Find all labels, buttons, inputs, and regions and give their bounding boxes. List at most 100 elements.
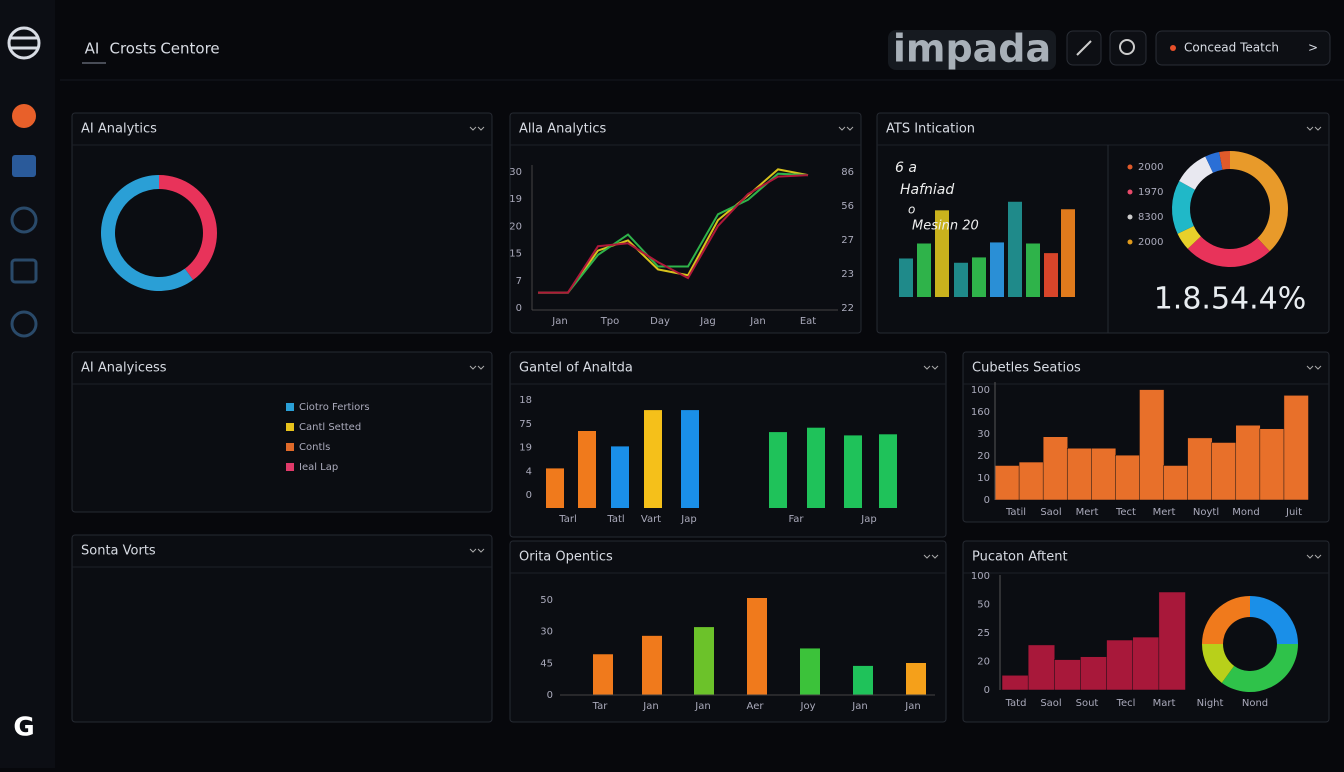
bar	[844, 435, 862, 508]
annotation: 6 a	[895, 160, 917, 176]
search-button[interactable]	[1109, 30, 1147, 66]
y-tick-label: 4	[526, 466, 532, 477]
annotation: o	[908, 203, 915, 217]
bar	[1044, 253, 1058, 297]
donut-segment	[1202, 644, 1235, 683]
bar	[644, 410, 662, 508]
bar	[800, 648, 820, 695]
area-step	[1001, 675, 1029, 691]
nav-tab[interactable]: Centore	[160, 40, 219, 58]
x-tick-label: Mert	[1076, 507, 1099, 518]
legend-swatch	[286, 463, 294, 471]
y-tick-label: 10	[977, 473, 990, 484]
area-step	[1042, 436, 1068, 501]
panel-menu[interactable]	[469, 126, 485, 131]
area-step	[1091, 448, 1117, 501]
nav-icon[interactable]	[10, 206, 38, 234]
x-tick-label: Saol	[1040, 507, 1061, 518]
area-step	[1283, 395, 1309, 501]
search-box[interactable]	[1155, 30, 1331, 66]
panel	[509, 112, 862, 334]
area-step	[1080, 656, 1108, 691]
x-tick-label: Jan	[642, 701, 658, 712]
bar	[1061, 209, 1075, 297]
y-tick-label: 30	[540, 627, 553, 638]
x-tick-label: Night	[1197, 698, 1224, 709]
area-step	[1027, 644, 1056, 691]
donut-segment	[1250, 596, 1298, 644]
area-step	[1115, 454, 1141, 501]
brand: impada	[893, 27, 1051, 71]
panel-menu[interactable]	[469, 548, 485, 553]
y-tick-label: 50	[977, 600, 990, 611]
nav-icon[interactable]	[12, 104, 36, 128]
nav-tab[interactable]: Crosts	[110, 40, 157, 58]
y-tick-label: 56	[841, 201, 854, 212]
nav-icon[interactable]	[12, 155, 36, 177]
panel-menu[interactable]	[838, 126, 854, 131]
search-dot	[1170, 45, 1176, 51]
area-step	[1211, 442, 1237, 501]
panel-title: Orita Opentics	[519, 550, 613, 565]
panel-title: AI Analytics	[81, 122, 157, 137]
bar	[546, 468, 564, 508]
y-tick-label: 20	[977, 657, 990, 668]
y-tick-label: 50	[540, 595, 553, 606]
x-tick-label: Tect	[1115, 507, 1136, 518]
nav-icon[interactable]	[10, 310, 38, 338]
panel-menu[interactable]	[1306, 126, 1322, 131]
donut-segment	[1187, 236, 1270, 267]
donut-segment	[1230, 151, 1288, 252]
legend-label: Ciotro Fertiors	[299, 402, 370, 413]
brand-box	[888, 30, 1056, 70]
edit-icon	[1076, 40, 1092, 56]
x-tick-label: Tarl	[558, 514, 576, 525]
legend-dot	[1127, 164, 1133, 170]
x-tick-label: Jan	[551, 316, 567, 327]
nav-icon[interactable]	[10, 258, 38, 284]
bar	[972, 257, 986, 297]
legend-label: Contls	[299, 442, 330, 453]
x-tick-label: Mert	[1153, 507, 1176, 518]
y-tick-label: 45	[540, 658, 553, 669]
x-tick-label: Eat	[800, 316, 816, 327]
bar	[899, 258, 913, 297]
x-tick-label: Tecl	[1116, 698, 1136, 709]
panel-menu[interactable]	[469, 365, 485, 370]
nav-tab[interactable]: AI	[85, 40, 100, 58]
x-tick-label: Joy	[800, 701, 816, 712]
donut-segment	[1202, 596, 1250, 644]
panel-title: Pucaton Aftent	[972, 550, 1068, 565]
panel	[71, 534, 493, 723]
big-value: 1.8.54.4%	[1154, 282, 1307, 317]
annotation: Hafniad	[900, 182, 954, 198]
x-tick-label: Tar	[592, 701, 609, 712]
x-tick-label: Juit	[1285, 507, 1302, 518]
y-tick-label: 0	[526, 490, 532, 501]
sidebar	[0, 0, 55, 768]
area-step	[1187, 437, 1213, 501]
search-arrow[interactable]: >	[1308, 41, 1318, 55]
panel-title: Cubetles Seatios	[972, 361, 1081, 376]
y-tick-label: 0	[516, 303, 522, 314]
x-tick-label: Jap	[680, 514, 696, 525]
area-step	[1132, 636, 1160, 691]
panel-menu[interactable]	[1306, 554, 1322, 559]
bar	[694, 627, 714, 695]
area-step	[1158, 591, 1186, 691]
y-tick-label: 23	[841, 269, 854, 280]
legend-label: 1970	[1138, 187, 1163, 198]
x-tick-label: Jap	[860, 514, 876, 525]
bar	[611, 446, 629, 508]
line-series	[538, 168, 809, 294]
legend-swatch	[286, 443, 294, 451]
panel-menu[interactable]	[1306, 365, 1322, 370]
legend-label: Ieal Lap	[299, 462, 338, 473]
donut-segment	[1179, 156, 1213, 190]
bar	[906, 662, 926, 695]
panel-menu[interactable]	[923, 365, 939, 370]
donut-segment	[1221, 644, 1299, 693]
panel-menu[interactable]	[923, 554, 939, 559]
panel-title: Gantel of Analtda	[519, 361, 633, 376]
